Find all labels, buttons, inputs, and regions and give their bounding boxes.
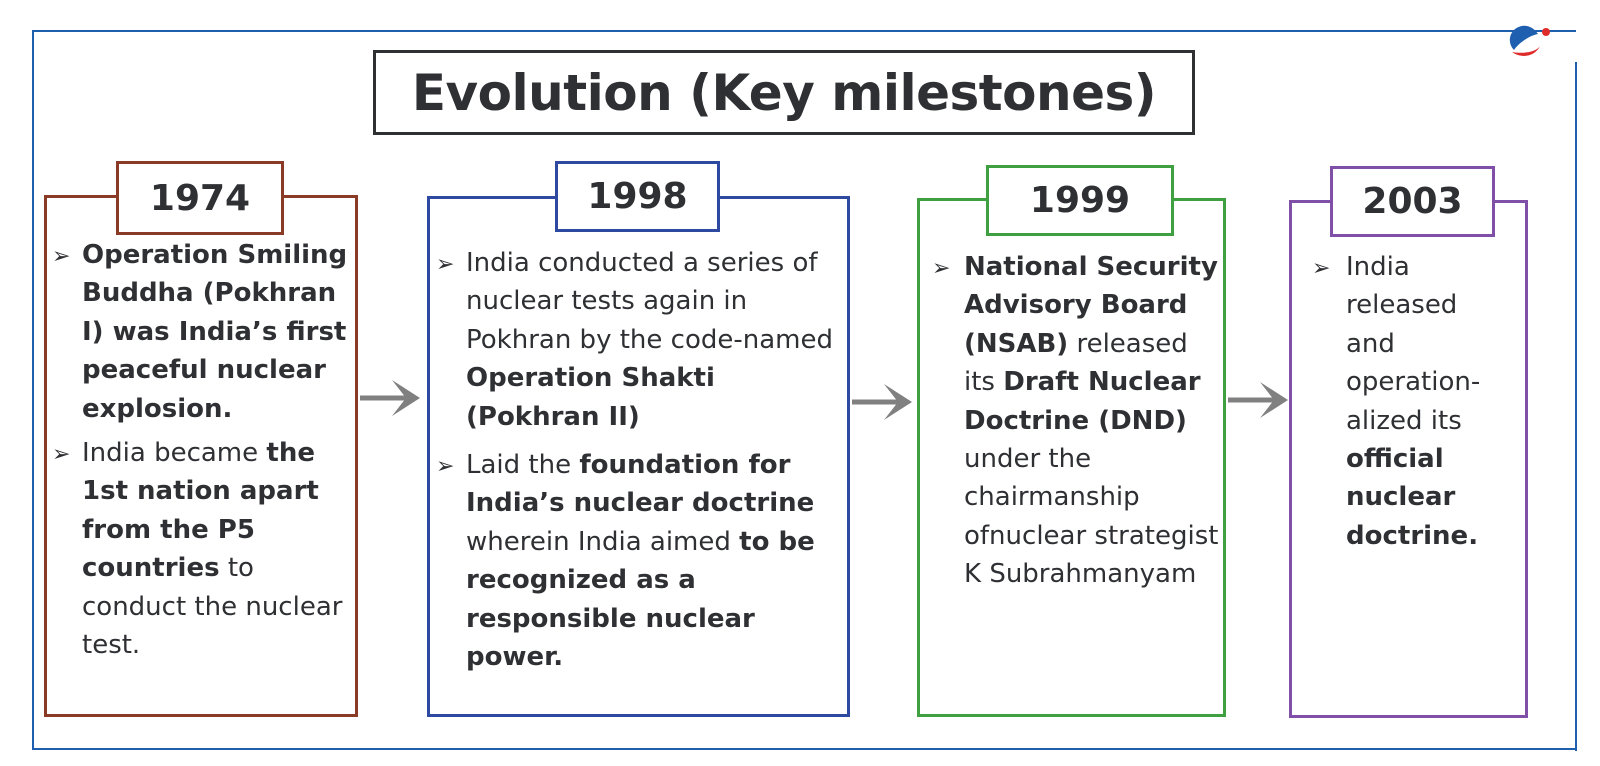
bullet-arrow-icon: ➢	[52, 442, 71, 468]
milestone-body-2003: ➢ India released and operation-alized it…	[1312, 248, 1512, 561]
bullet-arrow-icon: ➢	[436, 252, 455, 277]
milestone-body-1974: ➢ Operation Smiling Buddha (Pokhran I) w…	[52, 236, 357, 670]
title-box: Evolution (Key milestones)	[373, 50, 1195, 135]
year-label: 1999	[1029, 180, 1131, 221]
bullet-point: ➢ Laid the foundation for India’s nuclea…	[436, 450, 815, 673]
right-arrow-icon	[360, 380, 420, 416]
bullet-point: ➢ India conducted a series of nuclear te…	[436, 248, 833, 432]
milestone-card-2003	[1289, 200, 1528, 718]
right-arrow-icon	[1228, 382, 1288, 418]
brand-logo-icon	[1509, 25, 1550, 56]
milestone-card-1974	[44, 195, 358, 717]
year-label: 1974	[149, 177, 251, 219]
right-arrow-icon	[852, 384, 912, 420]
outer-frame	[32, 30, 1576, 750]
bullet-arrow-icon: ➢	[52, 244, 71, 269]
year-label: 1998	[587, 176, 688, 217]
milestone-card-1998	[427, 196, 850, 717]
bullet-point: ➢ India became the 1st nation apart from…	[52, 438, 343, 661]
year-tab-2003: 2003	[1330, 166, 1495, 237]
year-tab-1999: 1999	[986, 165, 1174, 236]
year-tab-1998: 1998	[555, 161, 720, 232]
year-label: 2003	[1362, 181, 1463, 222]
outer-frame-right	[1575, 62, 1577, 751]
bullet-point: ➢ India released and operation-alized it…	[1312, 252, 1481, 551]
milestone-body-1999: ➢ National Security Advisory Board (NSAB…	[932, 248, 1222, 600]
milestone-card-1999	[917, 198, 1226, 717]
bullet-arrow-icon: ➢	[436, 454, 455, 480]
year-tab-1974: 1974	[116, 161, 284, 235]
bullet-point: ➢ National Security Advisory Board (NSAB…	[932, 252, 1219, 590]
page-title: Evolution (Key milestones)	[411, 63, 1157, 122]
bullet-point: ➢ Operation Smiling Buddha (Pokhran I) w…	[52, 240, 348, 424]
bullet-arrow-icon: ➢	[932, 256, 951, 281]
bullet-arrow-icon: ➢	[1312, 256, 1331, 281]
milestone-body-1998: ➢ India conducted a series of nuclear te…	[436, 244, 846, 682]
